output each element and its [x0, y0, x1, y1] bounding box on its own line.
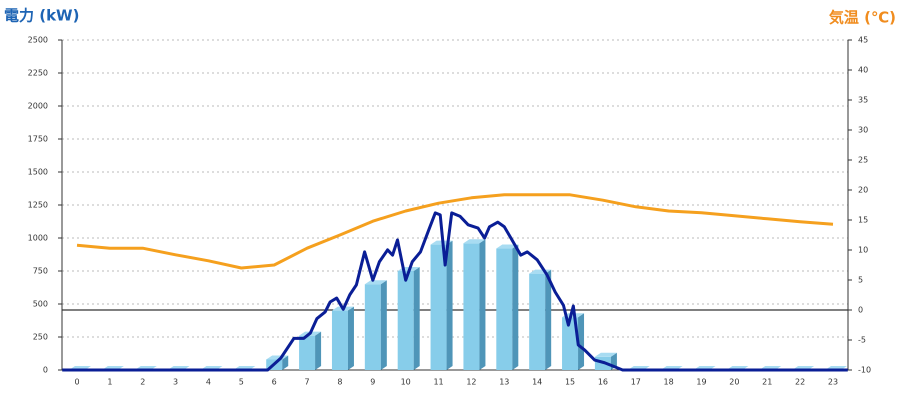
x-tick-label: 13	[499, 378, 509, 387]
y-tick-label: 1500	[28, 168, 48, 177]
power-line	[62, 211, 848, 372]
y-tick-label: 1000	[28, 234, 48, 243]
x-tick-label: 4	[206, 378, 211, 387]
x-tick-label: 8	[337, 378, 342, 387]
bar-side	[347, 306, 354, 370]
bar	[463, 243, 480, 370]
y-tick-label: 0	[43, 366, 48, 375]
x-tick-label: 23	[828, 378, 838, 387]
x-tick-label: 5	[239, 378, 244, 387]
bar-top	[364, 280, 387, 285]
bar	[430, 244, 447, 370]
x-tick-label: 12	[466, 378, 476, 387]
x-tick-label: 20	[729, 378, 739, 387]
y2-tick-label: 40	[858, 66, 868, 75]
bar-side	[512, 244, 519, 370]
x-tick-label: 14	[532, 378, 542, 387]
bar	[364, 284, 381, 370]
bar	[299, 335, 316, 370]
x-tick-label: 10	[401, 378, 411, 387]
bar	[529, 273, 546, 370]
y2-tick-label: 20	[858, 186, 868, 195]
y-tick-label: 2000	[28, 102, 48, 111]
y-axis-title: 電力 (kW)	[4, 7, 79, 25]
bar-top	[496, 244, 519, 249]
y2-tick-label: 15	[858, 216, 868, 225]
y-tick-label: 1250	[28, 201, 48, 210]
x-tick-label: 1	[107, 378, 112, 387]
y-tick-label: 2500	[28, 36, 48, 45]
x-tick-label: 19	[696, 378, 706, 387]
bar-side	[315, 331, 322, 370]
bar	[397, 271, 414, 370]
bar-side	[479, 239, 486, 370]
x-tick-label: 15	[565, 378, 575, 387]
y2-tick-label: 45	[858, 36, 868, 45]
temperature-line	[76, 193, 834, 270]
y2-tick-label: 25	[858, 156, 868, 165]
x-tick-label: 11	[433, 378, 443, 387]
bar-side	[578, 313, 585, 370]
y2-tick-label: 5	[858, 276, 863, 285]
y2-tick-label: 10	[858, 246, 868, 255]
y2-tick-label: 0	[858, 306, 863, 315]
x-tick-label: 6	[272, 378, 277, 387]
bar-side	[545, 269, 552, 370]
y-tick-label: 1750	[28, 135, 48, 144]
x-tick-label: 17	[631, 378, 641, 387]
bar	[562, 317, 579, 370]
x-tick-label: 7	[305, 378, 310, 387]
y-tick-label: 750	[33, 267, 48, 276]
x-tick-label: 0	[74, 378, 79, 387]
x-tick-label: 9	[370, 378, 375, 387]
y2-axis-title: 気温 (℃)	[829, 9, 896, 27]
x-tick-label: 2	[140, 378, 145, 387]
bar-side	[380, 280, 387, 370]
bar-top	[594, 352, 617, 357]
bar-side	[282, 355, 289, 370]
x-tick-label: 22	[795, 378, 805, 387]
y2-tick-label: 35	[858, 96, 868, 105]
bar	[331, 310, 348, 370]
x-tick-label: 16	[598, 378, 608, 387]
bar-side	[413, 267, 420, 370]
y2-tick-label: -5	[858, 336, 866, 345]
x-tick-label: 18	[664, 378, 674, 387]
y-tick-label: 250	[33, 333, 48, 342]
bar-side	[446, 240, 453, 370]
x-tick-label: 21	[762, 378, 772, 387]
y-tick-label: 500	[33, 300, 48, 309]
y2-tick-label: 30	[858, 126, 868, 135]
bar-top	[463, 239, 486, 244]
y-tick-label: 2250	[28, 69, 48, 78]
x-tick-label: 3	[173, 378, 178, 387]
y2-tick-label: -10	[858, 366, 871, 375]
bar	[496, 248, 513, 370]
